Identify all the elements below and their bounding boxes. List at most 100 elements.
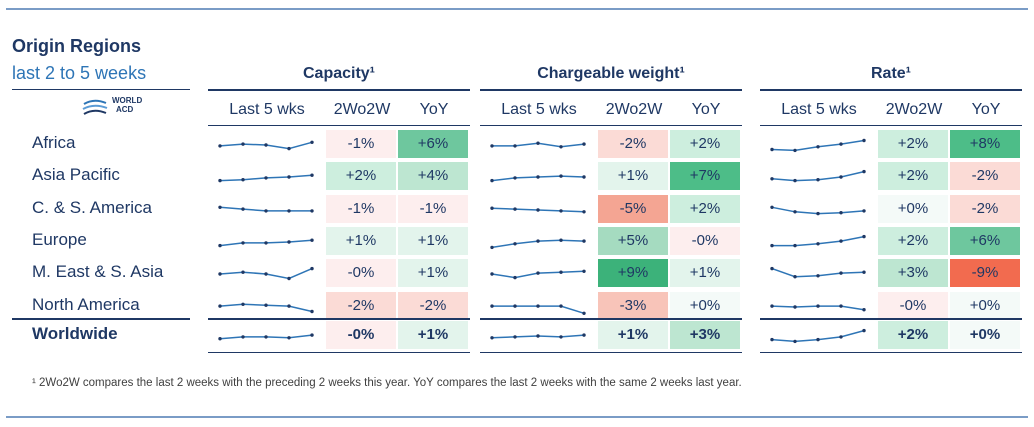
sparkline-point xyxy=(793,339,797,344)
sparkline-point xyxy=(218,243,222,248)
page-subtitle: last 2 to 5 weeks xyxy=(12,63,147,83)
yoy-cell-rate: +0% xyxy=(950,291,1020,320)
sparkline-weight xyxy=(490,269,586,280)
sparkline-point xyxy=(839,303,843,308)
sparkline-point xyxy=(536,141,540,145)
sparkline-point xyxy=(793,275,797,279)
sparkline-point xyxy=(559,208,563,213)
yoy-cell-weight: +7% xyxy=(670,162,740,191)
sparkline-weight xyxy=(490,238,586,249)
sparkline-rate xyxy=(770,170,866,183)
sparkline-point xyxy=(770,205,774,209)
page-title: Origin Regions xyxy=(12,36,142,56)
yoy-cell-capacity: +4% xyxy=(398,162,468,191)
wow-cell-rate: +3% xyxy=(878,259,948,288)
sparkline-point xyxy=(770,243,774,248)
sparkline-capacity xyxy=(218,140,314,151)
sparkline-point xyxy=(582,239,586,243)
sparkline-point xyxy=(862,170,866,174)
row-label: Asia Pacific xyxy=(32,165,120,185)
sparkline-point xyxy=(559,145,563,149)
wow-cell-weight: +1% xyxy=(598,321,668,349)
yoy-cell-capacity: +6% xyxy=(398,130,468,158)
yoy-cell-rate: +6% xyxy=(950,226,1020,255)
sparkline-weight xyxy=(490,206,586,214)
sparkline-point xyxy=(310,140,314,144)
column-header-rate-2: YoY xyxy=(971,101,1001,118)
sparkline-point xyxy=(793,243,797,248)
sparkline-rate xyxy=(770,267,866,279)
yoy-cell-weight: +2% xyxy=(670,130,740,158)
sparkline-weight xyxy=(490,141,586,149)
sparkline-point xyxy=(770,303,774,308)
yoy-cell-capacity: -1% xyxy=(398,194,468,223)
column-header-capacity-2: YoY xyxy=(419,101,449,118)
sparkline-point xyxy=(218,179,222,183)
wow-cell-capacity: -0% xyxy=(326,321,396,349)
yoy-cell-weight: +3% xyxy=(670,321,740,349)
sparkline-point xyxy=(816,303,820,308)
sparkline-point xyxy=(264,241,268,245)
sparkline-point xyxy=(264,143,268,147)
sparkline-point xyxy=(218,144,222,148)
bottom-rule-weight xyxy=(480,352,742,353)
wow-cell-weight: +1% xyxy=(598,162,668,191)
row-label: North America xyxy=(32,294,140,314)
sparkline-point xyxy=(310,267,314,271)
wow-cell-rate: +0% xyxy=(878,194,948,223)
yoy-cell-capacity: -2% xyxy=(398,291,468,320)
sparkline-point xyxy=(770,337,774,342)
sparkline-point xyxy=(287,208,291,213)
sparkline-rate xyxy=(770,303,866,311)
sparkline-point xyxy=(513,303,517,308)
sparkline-point xyxy=(559,335,563,339)
group-title-weight: Chargeable weight¹ xyxy=(537,65,685,82)
sparkline-point xyxy=(839,142,843,146)
sparkline-point xyxy=(770,177,774,181)
column-header-weight-2: YoY xyxy=(691,101,721,118)
sparkline-point xyxy=(287,303,291,308)
logo-text-line1: WORLD xyxy=(112,96,143,105)
sparkline-point xyxy=(264,303,268,307)
yoy-cell-capacity: +1% xyxy=(398,321,468,349)
sparkline-rate xyxy=(770,234,866,248)
sparkline-point xyxy=(241,270,245,275)
sparkline-point xyxy=(770,267,774,271)
sparkline-point xyxy=(241,178,245,182)
wow-cell-capacity: -2% xyxy=(326,291,396,320)
sparkline-weight xyxy=(490,303,586,315)
sparkline-point xyxy=(264,272,268,276)
sparkline-point xyxy=(559,238,563,242)
sparkline-capacity xyxy=(218,267,314,281)
group-underline-capacity xyxy=(208,89,470,91)
sparkline-point xyxy=(264,335,268,339)
column-header-rate-0: Last 5 wks xyxy=(781,101,857,118)
sparkline-point xyxy=(816,241,820,246)
total-rule-weight xyxy=(480,318,742,320)
sparkline-point xyxy=(839,239,843,243)
wow-cell-weight: -5% xyxy=(598,194,668,223)
sparkline-point xyxy=(839,210,843,214)
sparkline-weight xyxy=(490,333,586,340)
yoy-cell-rate: -2% xyxy=(950,162,1020,191)
world-acd-logo-icon xyxy=(82,99,108,115)
yoy-cell-weight: +2% xyxy=(670,194,740,223)
sparkline-point xyxy=(287,276,291,281)
sparkline-point xyxy=(490,245,494,249)
sparkline-point xyxy=(862,208,866,213)
group-underline-rate xyxy=(760,89,1022,91)
sparkline-point xyxy=(816,274,820,278)
sparkline-capacity xyxy=(218,205,314,213)
sparkline-point xyxy=(310,208,314,213)
total-rule-labels xyxy=(12,318,190,320)
sparkline-point xyxy=(862,270,866,275)
sparkline-point xyxy=(839,335,843,339)
sparkline-rate xyxy=(770,328,866,344)
sparkline-point xyxy=(862,307,866,311)
sparkline-point xyxy=(816,211,820,215)
sparkline-point xyxy=(816,145,820,149)
sparkline-point xyxy=(582,175,586,179)
column-header-weight-0: Last 5 wks xyxy=(501,101,577,118)
total-row-label: Worldwide xyxy=(32,324,118,343)
sparkline-point xyxy=(218,205,222,209)
